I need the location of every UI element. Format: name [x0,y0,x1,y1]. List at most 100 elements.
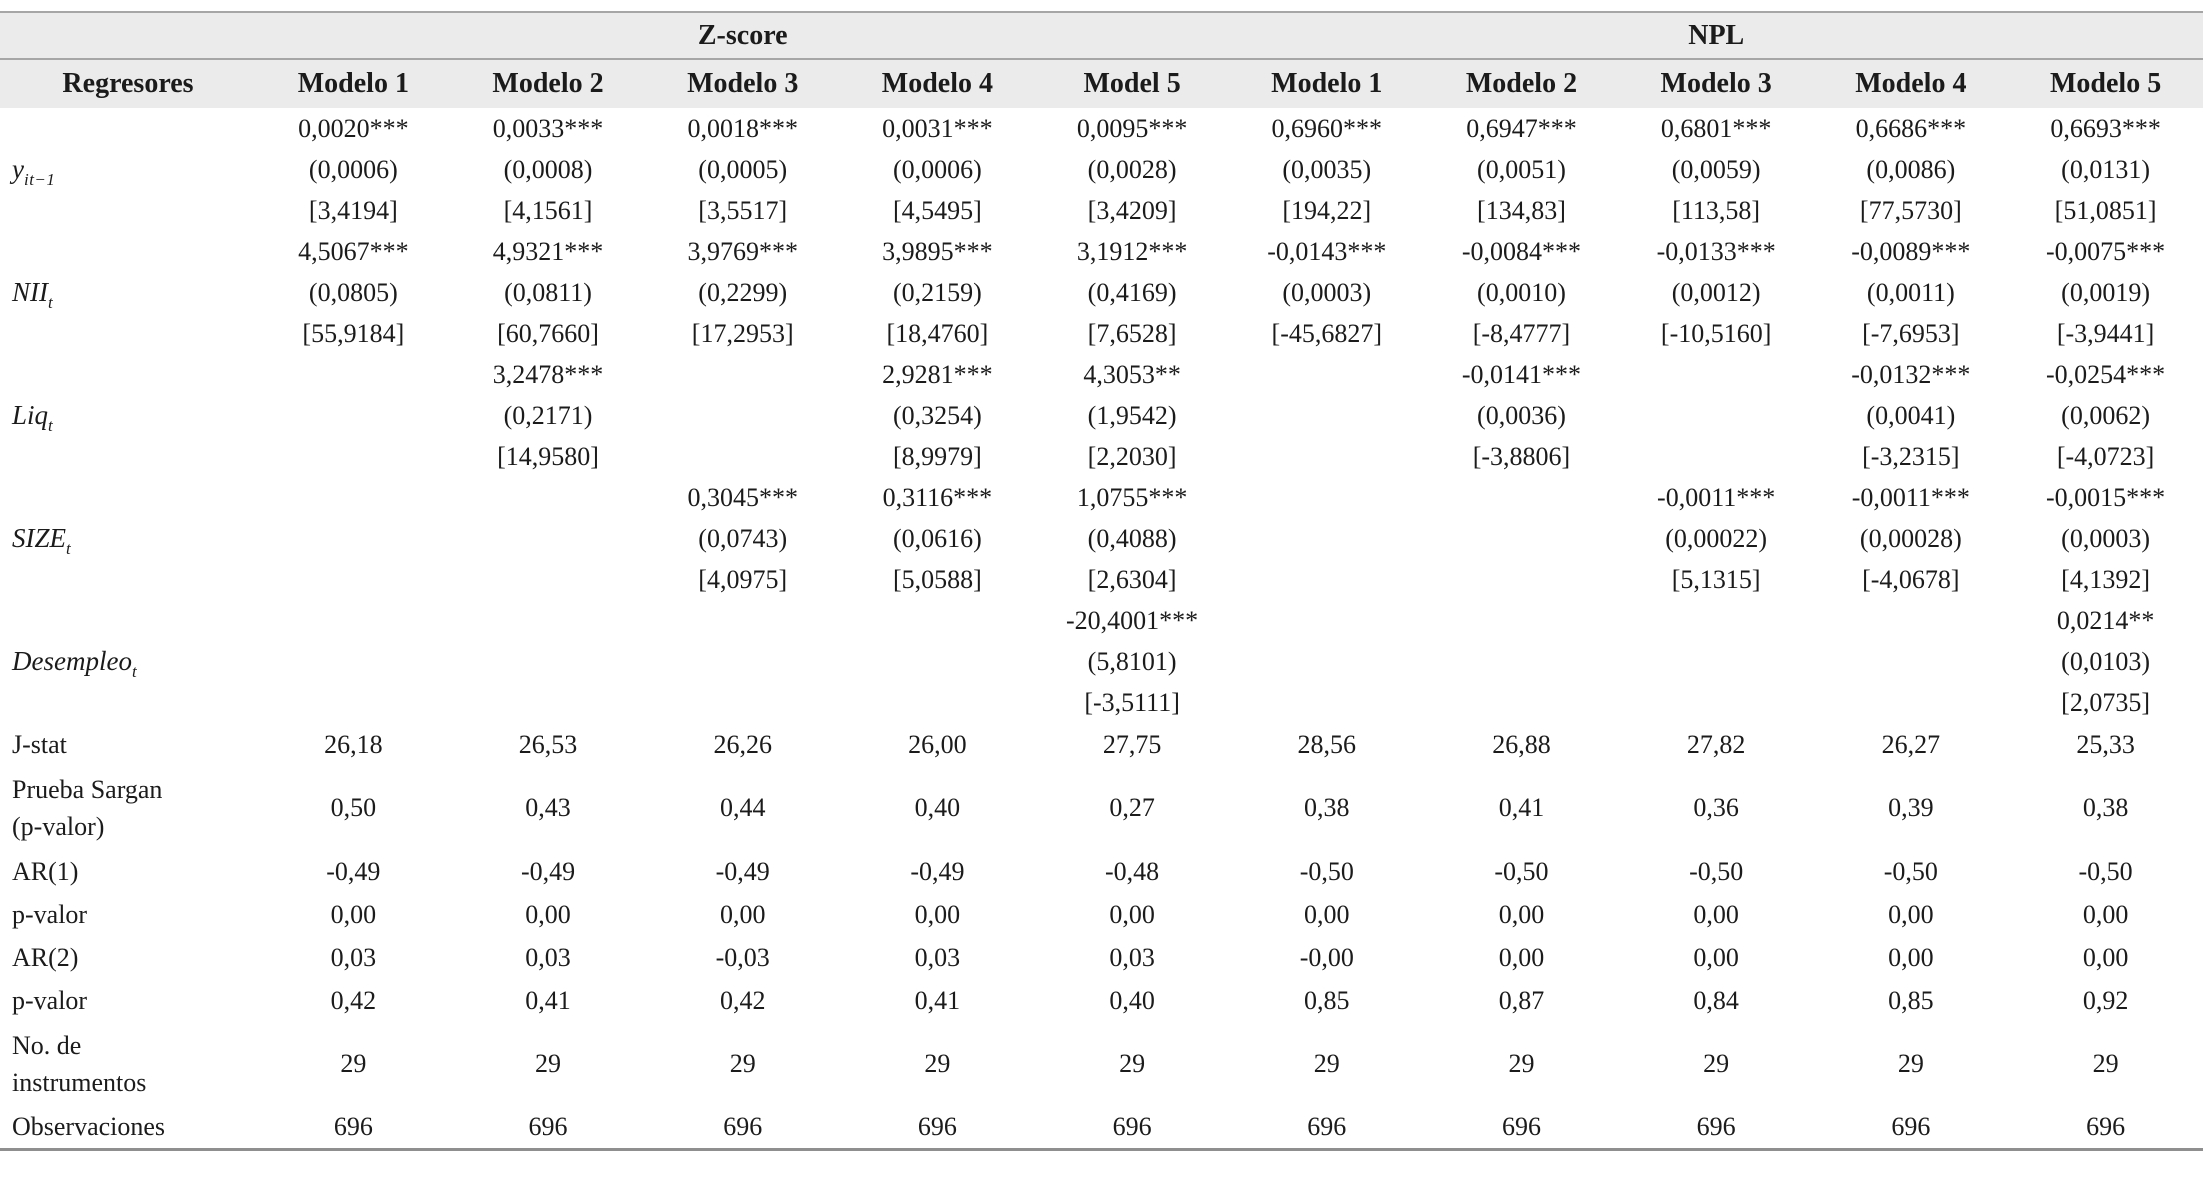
statistic-value: 696 [333,1111,373,1141]
statistic-value: -0,49 [910,856,965,886]
statistic-label-line: AR(1) [12,857,79,886]
statistic-value: 0,03 [330,942,377,972]
coefficient-cell: -0,0143*** (0,0003) [-45,6827] [1229,231,1424,354]
stderr-line: (1,9542) [1087,401,1177,430]
coefficient-cell: 4,5067*** (0,0805) [55,9184] [256,231,451,354]
statistic-value: -0,49 [715,856,770,886]
tstat-line: [-3,2315] [1862,442,1960,471]
column-header-model: Modelo 3 [1618,59,1814,108]
coefficient-cell: -20,4001*** (5,8101) [-3,5111] [1035,600,1230,723]
stderr-line: (0,0010) [1477,278,1566,307]
statistic-value: 29 [535,1049,562,1078]
coef-line: 3,2478*** [492,360,604,389]
coefficient-cell: 0,0018*** (0,0005) [3,5517] [645,108,840,231]
group-header-zscore: Z-score [256,12,1230,60]
coef-line: -0,0132*** [1851,360,1971,389]
coef-line: 0,3116*** [882,483,993,512]
statistic-row: p-valor 0,42 0,41 0,42 0,41 0,40 0,85 0,87 0,84 0… [0,979,2203,1022]
stderr-line: (0,0011) [1866,278,1955,307]
coefficient-cell [1619,600,1814,723]
regressor-label: SIZEt [0,477,256,600]
tstat-line: [60,7660] [497,319,599,348]
statistic-value: 29 [1313,1049,1340,1078]
statistic-value: 29 [924,1049,951,1078]
stderr-line: (0,0041) [1866,401,1956,430]
coefficient-cell [1229,354,1424,477]
statistic-value: 0,40 [914,793,961,822]
statistic-value: 26,27 [1881,729,1941,759]
coefficient-cell: -0,0133*** (0,0012) [-10,5160] [1619,231,1814,354]
statistic-value: 0,85 [1304,985,1350,1015]
coefficient-cell [840,600,1035,723]
column-header-model: Modelo 2 [450,59,646,108]
regressor-row: NIIt 4,5067*** (0,0805) [55,9184] 4,9321*** (… [0,231,2203,354]
statistic-value: 0,00 [2082,942,2129,972]
statistic-value: -0,50 [1494,856,1549,886]
statistic-value: 28,56 [1297,729,1357,759]
column-header-model: Modelo 1 [1229,59,1425,108]
regressor-name: Desempleo [12,646,132,676]
coefficient-cell: 0,6947*** (0,0051) [134,83] [1424,108,1619,231]
coef-line: -0,0133*** [1656,237,1776,266]
stderr-line: (0,3254) [892,401,982,430]
stderr-line: (0,4088) [1087,524,1177,553]
coefficient-cell: 0,0095*** (0,0028) [3,4209] [1035,108,1230,231]
coef-line: -0,0015*** [2046,483,2166,512]
coefficient-cell: -0,0089*** (0,0011) [-7,6953] [1814,231,2009,354]
coefficient-cell: -0,0254*** (0,0062) [-4,0723] [2008,354,2203,477]
stderr-line: (0,0811) [504,278,592,307]
tstat-line: [-45,6827] [1271,319,1383,348]
stderr-line: (0,2171) [503,401,593,430]
statistic-value: 696 [723,1111,763,1141]
coef-line: 0,0214** [2056,606,2155,635]
stderr-line: (0,0103) [2061,647,2150,676]
statistic-value: -0,48 [1105,856,1160,886]
statistic-value: 0,00 [330,899,377,929]
stderr-line: (0,0012) [1671,278,1761,307]
coefficient-cell: -0,0075*** (0,0019) [-3,9441] [2008,231,2203,354]
coefficient-cell: 1,0755*** (0,4088) [2,6304] [1035,477,1230,600]
coefficient-cell: 0,6960*** (0,0035) [194,22] [1229,108,1424,231]
stderr-line: (0,0008) [503,155,593,184]
regressor-subscript: t [66,539,72,559]
statistic-value: 0,84 [1693,985,1739,1015]
statistic-value: 0,36 [1693,793,1739,822]
statistic-value: 696 [1307,1111,1347,1141]
tstat-line: [-3,9441] [2056,319,2155,348]
tstat-line: [77,5730] [1859,196,1962,225]
tstat-line: [-8,4777] [1472,319,1571,348]
coefficient-cell: -0,0084*** (0,0010) [-8,4777] [1424,231,1619,354]
statistic-value: 27,75 [1102,729,1162,759]
coefficient-cell [1619,354,1814,477]
tstat-line: [-3,8806] [1472,442,1571,471]
statistic-label-line: Observaciones [12,1112,166,1142]
coefficient-cell: 0,3045*** (0,0743) [4,0975] [645,477,840,600]
tstat-line: [-3,5111] [1084,688,1180,717]
statistic-value: 0,41 [1498,793,1545,822]
statistic-row: J-stat 26,18 26,53 26,26 26,00 27,75 28,56 26,8… [0,723,2203,766]
coef-line: 0,3045*** [687,483,798,512]
stderr-line: (0,0062) [2061,401,2150,430]
stderr-line: (5,8101) [1087,647,1177,676]
group-header-blank [0,12,256,60]
coef-line: 4,5067*** [298,237,409,266]
statistic-label: p-valor [0,893,256,936]
statistic-value: 29 [1119,1049,1146,1078]
tstat-line: [8,9979] [892,442,982,471]
statistic-value: 0,42 [330,985,377,1015]
tstat-line: [3,4194] [308,196,398,225]
tstat-line: [-4,0723] [2056,442,2155,471]
stderr-line: (0,0019) [2061,278,2150,307]
stderr-line: (0,0086) [1866,155,1956,184]
stderr-line: (0,0006) [892,155,982,184]
statistic-value: 29 [729,1049,756,1078]
statistic-value: 0,92 [2082,985,2129,1015]
column-header-model: Modelo 4 [840,59,1035,108]
column-header-model: Modelo 4 [1813,59,2009,108]
regressor-label: NIIt [0,231,256,354]
statistic-value: -0,03 [715,942,770,972]
statistic-value: 29 [1508,1049,1535,1078]
coefficient-cell [451,477,646,600]
statistic-value: 696 [2086,1111,2126,1141]
statistic-value: -0,50 [1883,856,1938,886]
